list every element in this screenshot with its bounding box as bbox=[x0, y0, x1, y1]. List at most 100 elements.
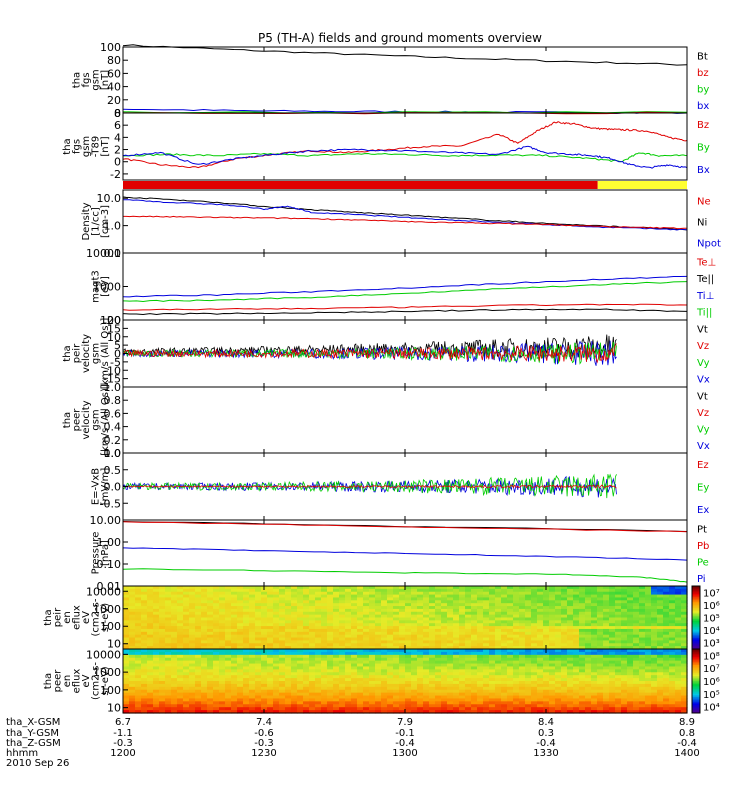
spectrogram-cell bbox=[327, 675, 334, 679]
spectrogram-cell bbox=[531, 698, 538, 702]
spectrogram-cell bbox=[171, 710, 178, 714]
spectrogram-cell bbox=[669, 681, 676, 685]
spectrogram-cell bbox=[489, 586, 496, 590]
spectrogram-cell bbox=[369, 597, 376, 601]
spectrogram-cell bbox=[147, 649, 154, 653]
spectrogram-cell bbox=[315, 597, 322, 601]
spectrogram-cell bbox=[357, 695, 364, 700]
spectrogram-cell bbox=[591, 606, 598, 610]
spectrogram-cell bbox=[147, 692, 154, 697]
spectrogram-cell bbox=[657, 597, 664, 601]
spectrogram-cell bbox=[147, 707, 154, 711]
spectrogram-cell bbox=[399, 646, 406, 650]
spectrogram-cell bbox=[165, 631, 172, 636]
spectrogram-cell bbox=[225, 666, 232, 670]
spectrogram-cell bbox=[201, 640, 208, 644]
spectrogram-cell bbox=[435, 620, 442, 624]
spectrogram-cell bbox=[507, 654, 514, 659]
spectrogram-cell bbox=[639, 672, 646, 676]
spectrogram-cell bbox=[459, 640, 466, 644]
spectrogram-cell bbox=[663, 646, 670, 650]
spectrogram-cell bbox=[285, 669, 292, 673]
spectrogram-cell bbox=[651, 628, 658, 633]
spectrogram-cell bbox=[489, 620, 496, 624]
y-axis-label: gsm bbox=[91, 409, 102, 430]
spectrogram-cell bbox=[135, 606, 142, 610]
spectrogram-cell bbox=[489, 669, 496, 673]
spectrogram-cell bbox=[495, 631, 502, 636]
spectrogram-cell bbox=[357, 683, 364, 688]
spectrogram-cell bbox=[177, 623, 184, 627]
y-axis-label: tha bbox=[62, 138, 73, 154]
spectrogram-cell bbox=[303, 660, 310, 665]
spectrogram-cell bbox=[213, 654, 220, 659]
position-value: 1200 bbox=[110, 748, 135, 759]
spectrogram-cell bbox=[669, 588, 676, 593]
spectrogram-cell bbox=[237, 698, 244, 702]
spectrogram-cell bbox=[141, 666, 148, 670]
spectrogram-cell bbox=[315, 657, 322, 662]
spectrogram-cell bbox=[213, 675, 220, 679]
spectrogram-cell bbox=[273, 701, 280, 705]
spectrogram-cell bbox=[555, 637, 562, 642]
spectrogram-cell bbox=[297, 707, 304, 711]
spectrogram-cell bbox=[663, 614, 670, 619]
spectrogram-cell bbox=[423, 611, 430, 616]
spectrogram-cell bbox=[189, 640, 196, 644]
spectrogram-cell bbox=[261, 695, 268, 700]
spectrogram-cell bbox=[243, 591, 250, 596]
spectrogram-cell bbox=[627, 591, 634, 596]
spectrogram-cell bbox=[249, 623, 256, 627]
spectrogram-cell bbox=[585, 710, 592, 714]
spectrogram-cell bbox=[183, 628, 190, 633]
spectrogram-cell bbox=[237, 649, 244, 653]
spectrogram-cell bbox=[159, 689, 166, 694]
spectrogram-cell bbox=[645, 597, 652, 601]
spectrogram-cell bbox=[141, 603, 148, 607]
spectrogram-cell bbox=[627, 681, 634, 685]
spectrogram-cell bbox=[291, 672, 298, 676]
spectrogram-cell bbox=[393, 678, 400, 682]
spectrogram-cell bbox=[381, 672, 388, 676]
spectrogram-cell bbox=[369, 623, 376, 627]
spectrogram-cell bbox=[267, 651, 274, 656]
spectrogram-cell bbox=[339, 600, 346, 604]
spectrogram-cell bbox=[651, 600, 658, 604]
spectrogram-cell bbox=[123, 692, 130, 697]
spectrogram-cell bbox=[147, 617, 154, 621]
colorbar-segment bbox=[692, 633, 700, 636]
spectrogram-cell bbox=[177, 660, 184, 665]
spectrogram-cell bbox=[513, 637, 520, 642]
spectrogram-cell bbox=[525, 710, 532, 714]
spectrogram-cell bbox=[429, 698, 436, 702]
spectrogram-cell bbox=[159, 646, 166, 650]
spectrogram-cell bbox=[555, 701, 562, 705]
spectrogram-cell bbox=[339, 678, 346, 682]
spectrogram-cell bbox=[615, 620, 622, 624]
spectrogram-cell bbox=[303, 675, 310, 679]
spectrogram-cell bbox=[669, 611, 676, 616]
spectrogram-cell bbox=[513, 620, 520, 624]
spectrogram-cell bbox=[411, 623, 418, 627]
spectrogram-cell bbox=[537, 695, 544, 700]
spectrogram-cell bbox=[411, 698, 418, 702]
spectrogram-cell bbox=[303, 623, 310, 627]
spectrogram-cell bbox=[543, 631, 550, 636]
spectrogram-cell bbox=[141, 586, 148, 590]
spectrogram-cell bbox=[357, 669, 364, 673]
spectrogram-cell bbox=[423, 657, 430, 662]
spectrogram-cell bbox=[549, 623, 556, 627]
spectrogram-cell bbox=[651, 649, 658, 653]
spectrogram-cell bbox=[459, 597, 466, 601]
spectrogram-cell bbox=[303, 686, 310, 691]
spectrogram-cell bbox=[243, 701, 250, 705]
spectrogram-cell bbox=[291, 626, 298, 630]
spectrogram-cell bbox=[123, 603, 130, 607]
spectrogram-cell bbox=[387, 651, 394, 656]
spectrogram-cell bbox=[333, 623, 340, 627]
spectrogram-cell bbox=[435, 637, 442, 642]
spectrogram-cell bbox=[615, 608, 622, 613]
spectrogram-cell bbox=[243, 626, 250, 630]
spectrogram-cell bbox=[651, 675, 658, 679]
spectrogram-cell bbox=[237, 651, 244, 656]
